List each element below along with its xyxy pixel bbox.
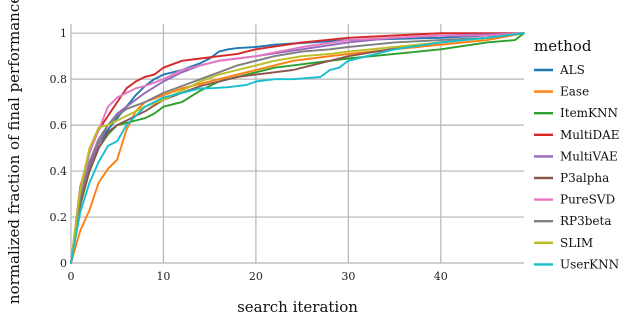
- x-tick-label: 0: [68, 270, 75, 283]
- y-tick-labels: 0 0.2 0.4 0.6 0.8 1: [50, 27, 68, 270]
- grid: [70, 24, 524, 264]
- y-tick-label: 0.2: [50, 211, 68, 224]
- series-line-als: [70, 32, 525, 264]
- x-tick-label: 20: [249, 270, 263, 283]
- legend-label: PureSVD: [560, 193, 615, 207]
- x-tick-label: 30: [341, 270, 355, 283]
- legend-label: SLIM: [560, 236, 593, 250]
- legend: method ALS Ease ItemKNN MultiDAE MultiVAE P3a…: [534, 37, 620, 271]
- series-line-multidae: [70, 32, 525, 264]
- x-tick-label: 10: [156, 270, 170, 283]
- series-line-rp3beta: [70, 32, 525, 264]
- legend-label: MultiDAE: [560, 128, 620, 142]
- series-line-ease: [70, 32, 525, 264]
- legend-label: ALS: [559, 63, 585, 77]
- series-line-p3alpha: [70, 32, 525, 264]
- y-tick-label: 0.6: [50, 119, 68, 132]
- legend-label: MultiVAE: [560, 149, 618, 163]
- series-line-puresvd: [70, 32, 525, 264]
- x-tick-label: 40: [434, 270, 448, 283]
- legend-label: P3alpha: [560, 171, 609, 185]
- y-axis-title: normalized fraction of final performance: [5, 0, 23, 304]
- legend-label: RP3beta: [560, 214, 612, 228]
- y-tick-label: 1: [60, 27, 67, 40]
- legend-label: UserKNN: [560, 257, 619, 271]
- y-tick-label: 0: [60, 257, 67, 270]
- x-axis-title: search iteration: [237, 298, 358, 316]
- y-tick-label: 0.8: [50, 73, 68, 86]
- series-lines: [70, 32, 525, 264]
- series-line-multivae: [70, 32, 525, 264]
- series-line-userknn: [70, 32, 525, 264]
- series-line-slim: [70, 32, 525, 264]
- x-tick-labels: 0 10 20 30 40: [68, 270, 448, 283]
- y-tick-label: 0.4: [50, 165, 68, 178]
- legend-title: method: [534, 37, 592, 55]
- legend-label: ItemKNN: [560, 106, 618, 120]
- series-line-itemknn: [70, 32, 525, 264]
- legend-label: Ease: [560, 85, 589, 99]
